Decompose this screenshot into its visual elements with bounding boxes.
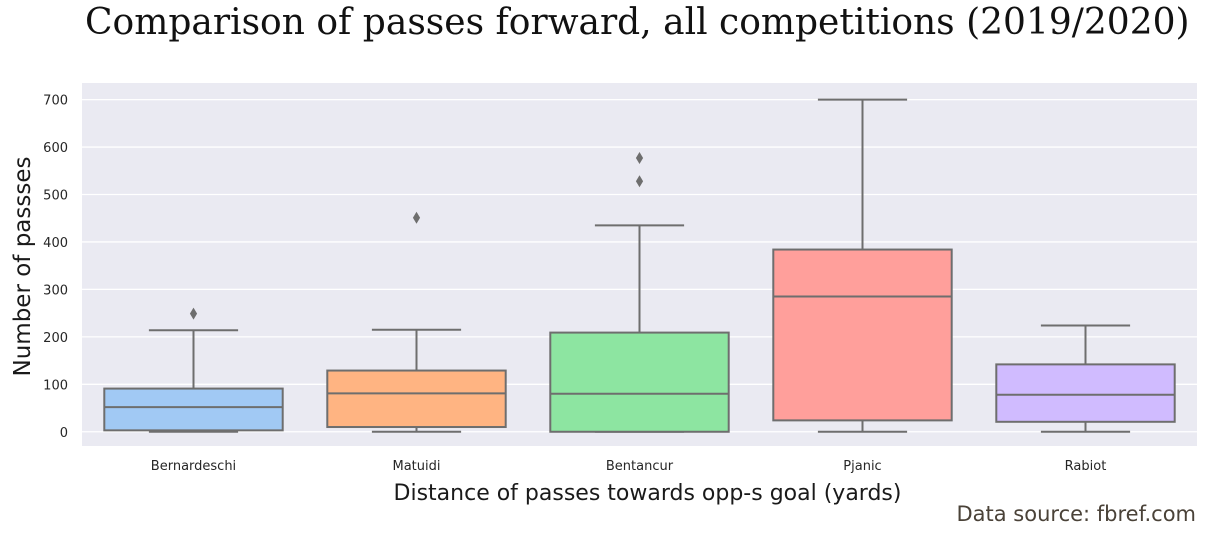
y-tick-label-600: 600	[43, 141, 68, 156]
data-source-note: Data source: fbref.com	[956, 502, 1196, 526]
x-tick-label-bernardeschi: Bernardeschi	[151, 459, 236, 474]
box-pjanic	[772, 248, 953, 422]
x-tick-label-rabiot: Rabiot	[1065, 459, 1107, 474]
outlier-bentancur-1	[635, 151, 644, 164]
y-tick-label-700: 700	[43, 94, 68, 109]
box-bernardeschi	[103, 387, 284, 432]
x-axis-label: Distance of passes towards opp-s goal (y…	[394, 481, 902, 506]
outlier-bernardeschi-0	[189, 307, 198, 320]
y-tick-label-300: 300	[43, 283, 68, 298]
x-tick-label-pjanic: Pjanic	[843, 459, 881, 474]
y-tick-label-500: 500	[43, 189, 68, 204]
box-matuidi	[326, 369, 507, 429]
y-tick-label-0: 0	[60, 426, 68, 441]
y-tick-label-200: 200	[43, 331, 68, 346]
chart-title: Comparison of passes forward, all compet…	[85, 2, 1190, 43]
outlier-bentancur-0	[635, 175, 644, 188]
x-tick-label-bentancur: Bentancur	[606, 459, 674, 474]
y-axis-label: Number of passses	[10, 157, 36, 377]
y-tick-label-400: 400	[43, 236, 68, 251]
outlier-matuidi-0	[412, 211, 421, 224]
y-tick-label-100: 100	[43, 378, 68, 393]
x-tick-label-matuidi: Matuidi	[393, 459, 441, 474]
box-rabiot	[995, 363, 1176, 423]
box-bentancur	[549, 331, 730, 433]
